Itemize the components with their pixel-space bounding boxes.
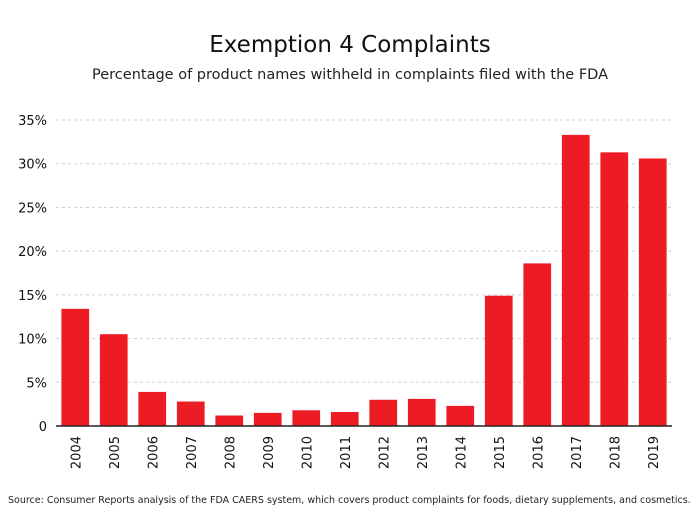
y-tick-label: 15% xyxy=(18,289,47,304)
x-tick-label: 2019 xyxy=(647,436,662,469)
x-axis-ticks: 2004 2005 2006 2007 2008 2009 2010 2011 2012 2013… xyxy=(69,436,662,469)
source-note: Source: Consumer Reports analysis of the… xyxy=(8,495,691,506)
bar-2010 xyxy=(292,410,321,426)
bar-2019 xyxy=(638,158,667,426)
x-tick-label: 2012 xyxy=(377,436,392,469)
bar-2009 xyxy=(253,412,282,426)
x-tick-label: 2006 xyxy=(146,436,161,469)
bar-2006 xyxy=(138,391,167,426)
x-tick-label: 2009 xyxy=(262,436,277,469)
y-tick-label: 25% xyxy=(18,201,47,216)
bar-2011 xyxy=(330,412,359,426)
bar-2015 xyxy=(484,295,513,426)
x-tick-label: 2004 xyxy=(69,436,84,469)
bar-2005 xyxy=(99,334,128,426)
y-tick-label: 30% xyxy=(18,158,47,173)
x-tick-label: 2015 xyxy=(493,436,508,469)
bar-2007 xyxy=(176,401,205,426)
x-tick-label: 2008 xyxy=(223,436,238,469)
bars xyxy=(61,134,667,426)
y-tick-label: 35% xyxy=(18,114,47,129)
x-tick-label: 2013 xyxy=(416,436,431,469)
bar-2016 xyxy=(523,263,552,426)
bar-2008 xyxy=(215,415,244,426)
y-tick-label: 20% xyxy=(18,245,47,260)
y-tick-label: 0 xyxy=(39,420,47,435)
y-tick-label: 10% xyxy=(18,333,47,348)
bar-2004 xyxy=(61,308,90,426)
bar-2013 xyxy=(407,398,436,426)
x-tick-label: 2011 xyxy=(339,436,354,469)
gridlines xyxy=(56,119,672,383)
bar-2012 xyxy=(369,399,398,426)
chart-subtitle: Percentage of product names withheld in … xyxy=(92,67,608,83)
y-tick-label: 5% xyxy=(26,376,47,391)
y-axis-ticks: 0 5% 10% 15% 20% 25% 30% 35% xyxy=(18,114,47,435)
chart-title: Exemption 4 Complaints xyxy=(209,32,491,58)
x-tick-label: 2016 xyxy=(531,436,546,469)
x-tick-label: 2007 xyxy=(185,436,200,469)
bar-2014 xyxy=(446,405,475,426)
x-tick-label: 2018 xyxy=(608,436,623,469)
bar-2017 xyxy=(561,134,590,426)
x-tick-label: 2017 xyxy=(570,436,585,469)
bar-2018 xyxy=(600,152,629,426)
x-tick-label: 2010 xyxy=(300,436,315,469)
x-tick-label: 2014 xyxy=(454,436,469,469)
x-tick-label: 2005 xyxy=(108,436,123,469)
